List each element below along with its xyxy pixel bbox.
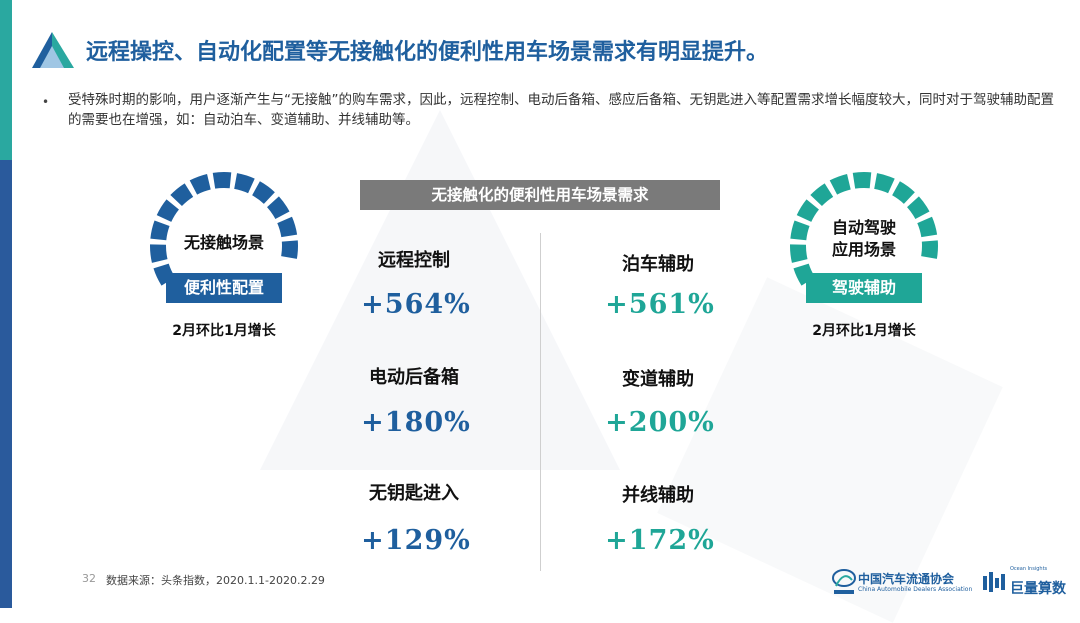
right-badge-title-line1: 自动驾驶 (831, 218, 896, 237)
bullet-icon: • (42, 95, 50, 109)
ocean-insights-logo-icon (983, 572, 1005, 592)
left-accent-stripe-blue (0, 160, 12, 608)
cada-logo-subtext: China Automobile Dealers Association (858, 586, 973, 593)
right-badge-bar: 驾驶辅助 (806, 273, 922, 303)
center-divider (540, 233, 541, 571)
cada-logo-text: 中国汽车流通协会 (858, 572, 955, 586)
left-item-value-keyless-entry: +129% (361, 525, 471, 556)
right-item-value-merge-assist: +172% (605, 525, 715, 556)
ocean-insights-logo-subtext: Ocean Insights (1010, 566, 1048, 572)
title-logo-icon (32, 32, 74, 68)
right-item-label-merge-assist: 并线辅助 (622, 485, 694, 506)
cada-logo-icon (832, 569, 856, 594)
background-watermark-triangle (260, 110, 620, 470)
right-item-label-lane-change-assist: 变道辅助 (622, 369, 694, 390)
left-item-value-power-tailgate: +180% (361, 407, 471, 438)
right-item-label-parking-assist: 泊车辅助 (622, 254, 694, 275)
intro-paragraph: 受特殊时期的影响，用户逐渐产生与“无接触”的购车需求，因此，远程控制、电动后备箱… (68, 92, 1054, 128)
left-item-value-remote-control: +564% (361, 289, 471, 320)
left-item-label-keyless-entry: 无钥匙进入 (369, 483, 459, 504)
left-growth-note: 2月环比1月增长 (172, 323, 276, 339)
center-banner: 无接触化的便利性用车场景需求 (360, 180, 720, 210)
page-number: 32 (82, 572, 96, 585)
right-item-value-lane-change-assist: +200% (605, 407, 715, 438)
right-growth-note: 2月环比1月增长 (812, 323, 916, 339)
right-badge-title-line2: 应用场景 (831, 240, 896, 259)
left-badge-title: 无接触场景 (183, 233, 264, 252)
page-title: 远程操控、自动化配置等无接触化的便利性用车场景需求有明显提升。 (86, 40, 769, 65)
left-accent-stripe-teal (0, 0, 12, 160)
right-item-value-parking-assist: +561% (605, 289, 715, 320)
left-item-label-power-tailgate: 电动后备箱 (369, 367, 459, 388)
data-source-note: 数据来源：头条指数，2020.1.1-2020.2.29 (106, 574, 325, 587)
ocean-insights-logo-text: 巨量算数 (1010, 581, 1066, 597)
left-badge-bar: 便利性配置 (166, 273, 282, 303)
left-item-label-remote-control: 远程控制 (378, 250, 450, 271)
